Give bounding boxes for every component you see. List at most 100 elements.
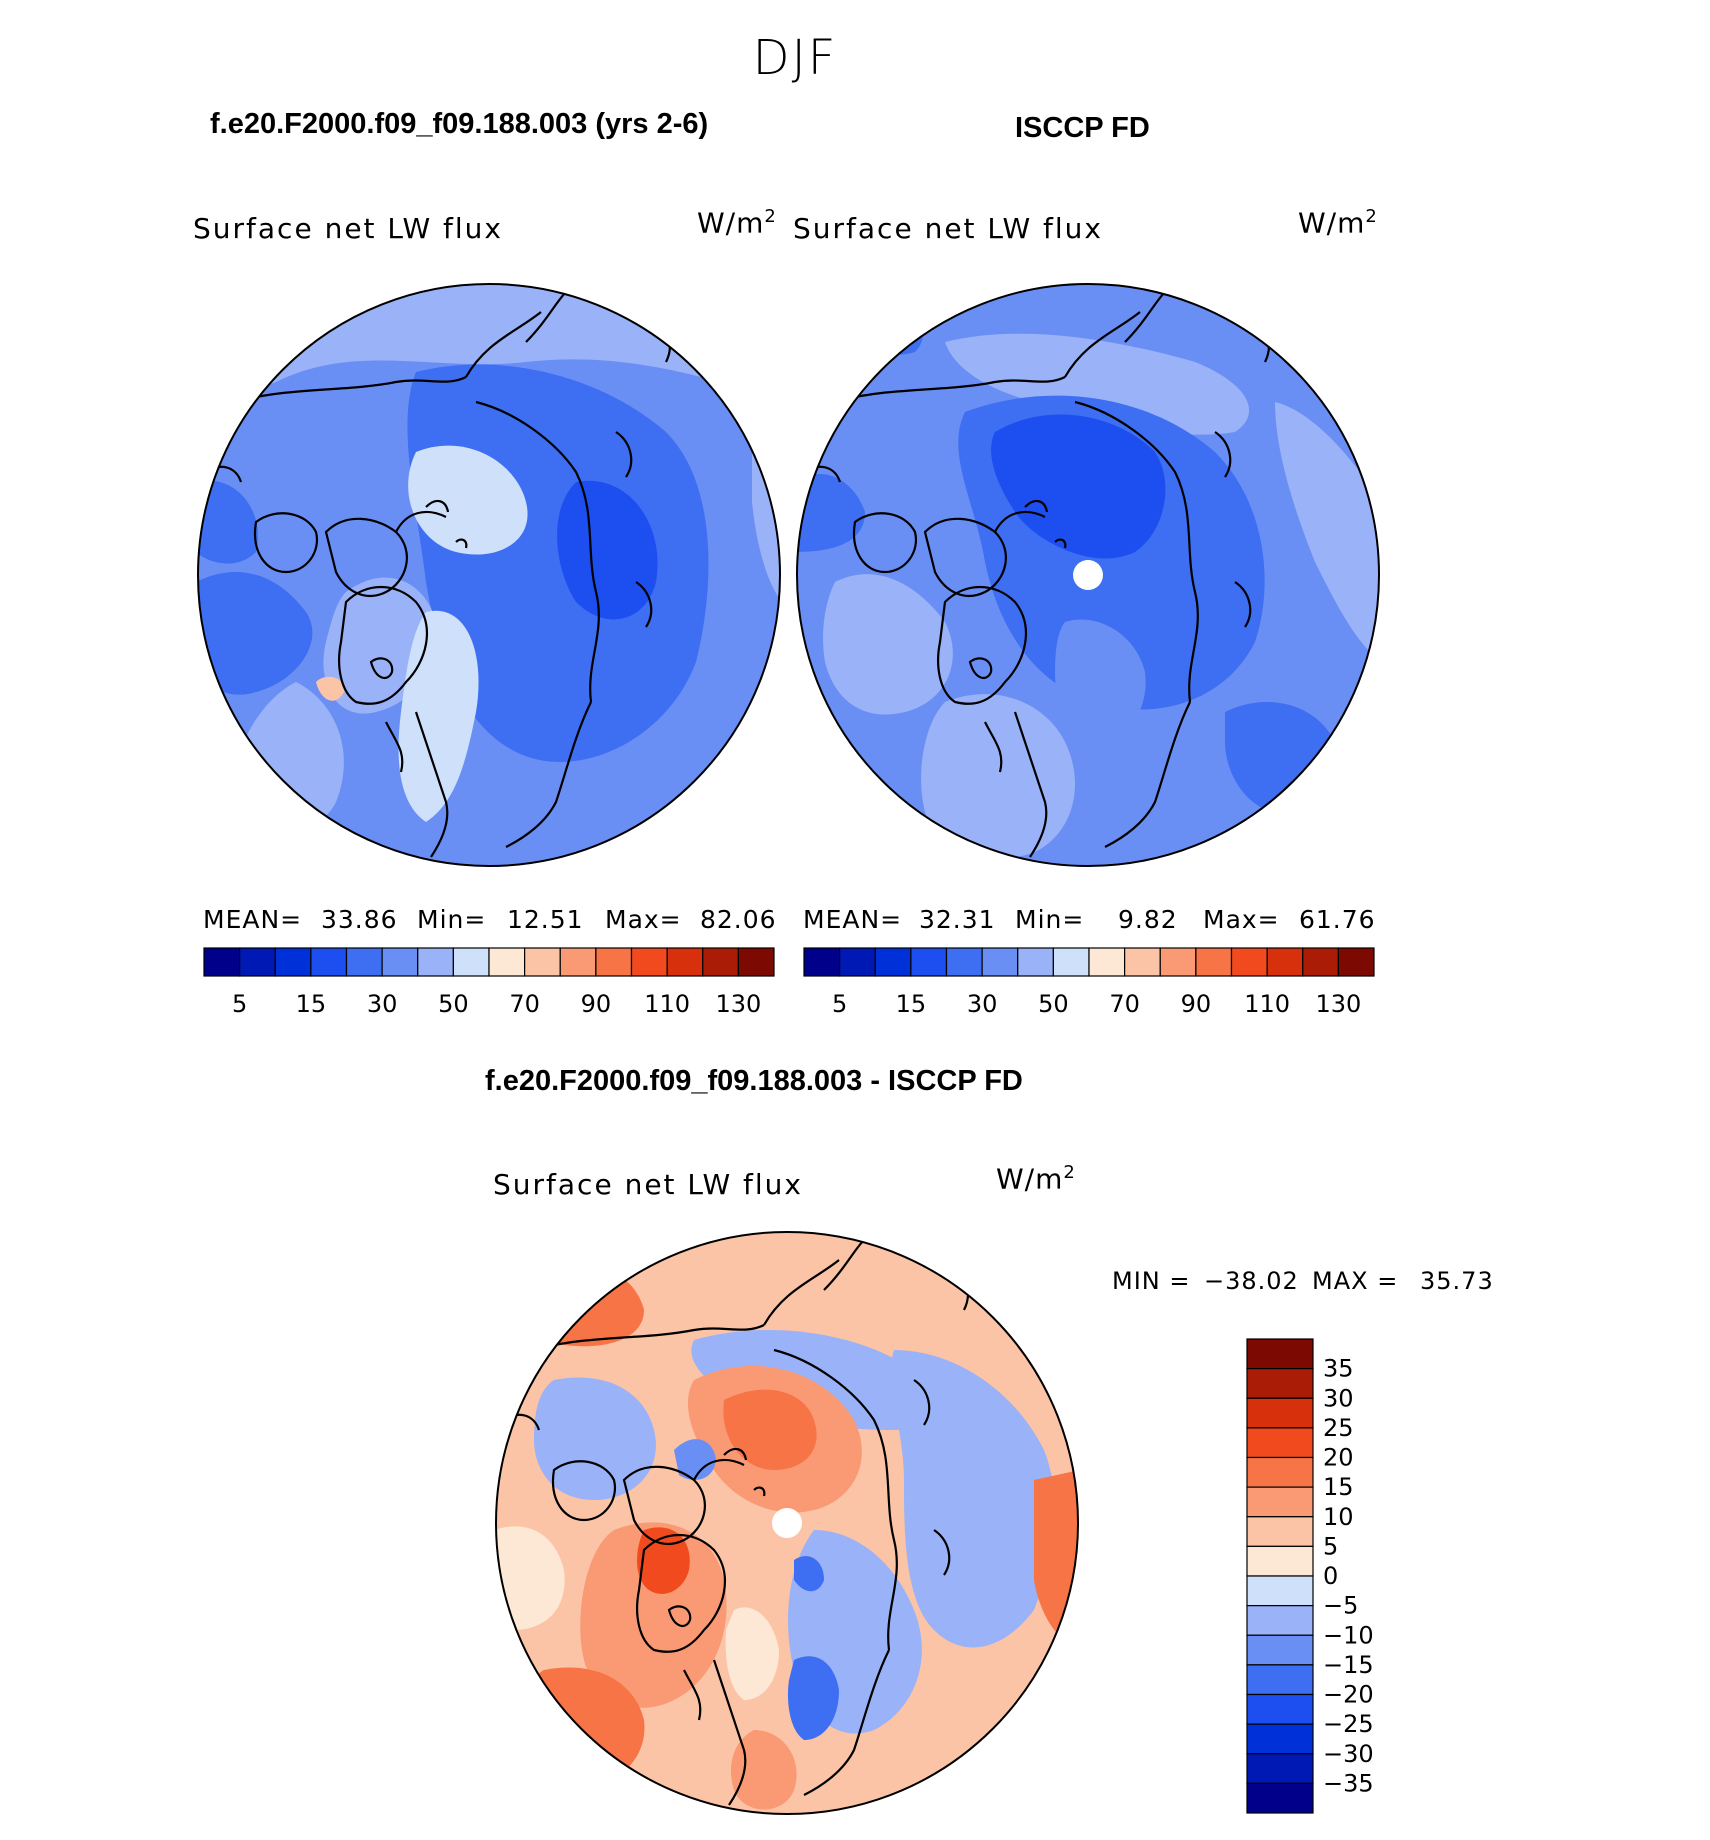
colorbar-swatch (1017, 947, 1054, 977)
stats-model: MEAN= 33.86 Min= 12.51 Max= 82.06 (203, 905, 778, 934)
colorbar-swatch (839, 947, 876, 977)
mean-value: 32.31 (919, 905, 996, 934)
colorbar-swatch (1246, 1723, 1314, 1755)
colorbar-tick-label: 110 (1244, 990, 1290, 1016)
mean-label: MEAN= (803, 905, 903, 934)
colorbar-swatch (1246, 1634, 1314, 1666)
max-value: 35.73 (1420, 1267, 1494, 1295)
units-text: W/m (1298, 206, 1366, 240)
colorbar-tick-label: 130 (715, 990, 761, 1016)
colorbar-tick-label: −10 (1323, 1621, 1374, 1649)
colorbar-tick-label: 5 (832, 990, 847, 1016)
colorbar-swatch (666, 947, 704, 977)
case-title-obs: ISCCP FD (1015, 112, 1150, 144)
mean-value: 33.86 (321, 905, 398, 934)
colorbar-swatch (1246, 1575, 1314, 1607)
colorbar-swatch (737, 947, 775, 977)
colorbar-tick-label: −5 (1323, 1592, 1358, 1620)
colorbar-swatch (1124, 947, 1161, 977)
colorbar-tick-label: −25 (1323, 1710, 1374, 1738)
colorbar-swatch (1246, 1397, 1314, 1429)
case-title-difference: f.e20.F2000.f09_f09.188.003 - ISCCP FD (485, 1065, 1023, 1097)
colorbar-swatch (1337, 947, 1375, 977)
colorbar-swatch (1230, 947, 1268, 977)
min-label: Min= (1015, 905, 1085, 934)
max-value: 82.06 (700, 905, 777, 934)
colorbar-tick-label: −30 (1323, 1740, 1374, 1768)
colorbar-swatch (239, 947, 276, 977)
units-sup: 2 (764, 206, 777, 227)
colorbar-tick-label: 110 (644, 990, 690, 1016)
colorbar-swatch (381, 947, 419, 977)
colorbar-tick-label: 15 (296, 990, 327, 1016)
colorbar-swatch (488, 947, 526, 977)
colorbar-swatch (1246, 1693, 1314, 1725)
colorbar-swatch (1246, 1545, 1314, 1577)
max-value: 61.76 (1299, 905, 1376, 934)
colorbar-swatch (524, 947, 561, 977)
colorbar-swatch (910, 947, 948, 977)
case-title-model: f.e20.F2000.f09_f09.188.003 (yrs 2-6) (210, 108, 709, 140)
colorbar-swatch (1246, 1427, 1314, 1459)
colorbar-swatch (1195, 947, 1233, 977)
units-label-model: W/m2 (697, 206, 777, 239)
colorbar-swatch (1246, 1456, 1314, 1488)
colorbar-tick-label: 70 (509, 990, 540, 1016)
polar-map-obs (796, 283, 1380, 867)
colorbar-tick-label: 5 (232, 990, 247, 1016)
colorbar-swatch (1246, 1605, 1314, 1636)
stats-obs: MEAN= 32.31 Min= 9.82 Max= 61.76 (803, 905, 1378, 934)
colorbar-tick-label: 15 (896, 990, 927, 1016)
units-label-obs: W/m2 (1298, 206, 1378, 239)
min-label: MIN = (1112, 1267, 1191, 1295)
colorbar-swatch (1088, 947, 1126, 977)
colorbar-tick-label: −15 (1323, 1651, 1374, 1679)
colorbar-swatch (1246, 1782, 1314, 1814)
polar-map-model (197, 283, 781, 867)
colorbar-tick-label: 90 (1181, 990, 1212, 1016)
stats-difference: MIN = −38.02 MAX = 35.73 (1112, 1267, 1522, 1295)
colorbar-swatch (1246, 1753, 1314, 1784)
units-label-difference: W/m2 (996, 1162, 1076, 1195)
colorbar-swatch (702, 947, 739, 977)
colorbar-swatch (1159, 947, 1197, 977)
colorbar-swatch (345, 947, 383, 977)
colorbar-swatch (1246, 1368, 1314, 1399)
colorbar-obs: 5 15 30 50 70 90 110 130 (803, 947, 1375, 1016)
polar-map-difference (495, 1231, 1079, 1815)
colorbar-model: 5 15 30 50 70 90 110 130 (203, 947, 775, 1016)
colorbar-swatch (1246, 1516, 1314, 1547)
colorbar-tick-label: 70 (1109, 990, 1140, 1016)
colorbar-swatch (1266, 947, 1304, 977)
pole-missing-data (772, 1508, 802, 1538)
colorbar-swatch (310, 947, 348, 977)
colorbar-swatch (1246, 1338, 1314, 1370)
colorbar-tick-label: 5 (1323, 1532, 1338, 1560)
colorbar-swatch (203, 947, 241, 977)
season-title: DJF (752, 30, 838, 86)
colorbar-swatch (595, 947, 633, 977)
colorbar-swatch (452, 947, 490, 977)
colorbar-swatch (803, 947, 841, 977)
colorbar-tick-label: 10 (1323, 1503, 1354, 1531)
units-text: W/m (996, 1162, 1064, 1196)
colorbar-tick-label: 35 (1323, 1355, 1354, 1383)
colorbar-swatch (559, 947, 597, 977)
colorbar-tick-label: 30 (367, 990, 398, 1016)
colorbar-tick-label: 90 (581, 990, 612, 1016)
colorbar-swatch (1052, 947, 1090, 977)
colorbar-swatch (981, 947, 1019, 977)
colorbar-tick-label: 30 (1323, 1384, 1354, 1412)
mean-label: MEAN= (203, 905, 303, 934)
colorbar-tick-label: 50 (438, 990, 469, 1016)
max-label: Max= (605, 905, 682, 934)
min-value: −38.02 (1204, 1267, 1299, 1295)
colorbar-swatch (417, 947, 454, 977)
colorbar-swatch (1246, 1486, 1314, 1518)
max-label: MAX = (1312, 1267, 1399, 1295)
min-value: 9.82 (1118, 905, 1178, 934)
units-text: W/m (697, 206, 765, 240)
colorbar-tick-label: 50 (1038, 990, 1069, 1016)
units-sup: 2 (1063, 1162, 1076, 1183)
